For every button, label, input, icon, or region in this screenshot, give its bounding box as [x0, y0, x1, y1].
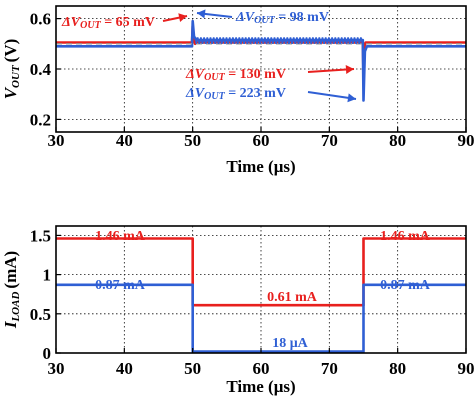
x-tick-label: 30: [48, 131, 65, 150]
annotation-red-value: = 65 mV: [101, 15, 155, 30]
y-tick-label: 0.2: [30, 110, 51, 129]
x-tick-label: 80: [389, 359, 406, 378]
x-tick-label: 70: [321, 131, 338, 150]
x-tick-label: 90: [458, 359, 474, 378]
data-label-blue: 18 μA: [272, 336, 308, 351]
y-tick-label: 1: [43, 266, 52, 285]
annotation-red-sub: OUT: [204, 72, 225, 83]
annotation-red-prefix: ΔV: [61, 15, 82, 30]
y-tick-label: 0.4: [30, 60, 52, 79]
x-tick-label: 50: [184, 131, 201, 150]
y-axis-label-unit: (V): [1, 39, 20, 63]
data-label-red: 1.46 mA: [95, 229, 146, 244]
y-tick-label: 0.6: [30, 10, 51, 29]
x-tick-label: 60: [253, 131, 270, 150]
annotation-red-prefix: ΔV: [185, 67, 206, 82]
y-tick-label: 0.5: [30, 305, 51, 324]
annotation-red: ΔVOUT = 65 mV: [61, 15, 155, 31]
arrow-shaft-blue: [307, 91, 357, 100]
x-tick-label: 90: [458, 131, 474, 150]
series-line-red: [56, 237, 466, 307]
annotation-blue: ΔVOUT = 223 mV: [185, 86, 286, 102]
series-line-blue: [56, 283, 466, 353]
arrow-head-red: [178, 13, 187, 22]
iload-panel: 30 40 50 60 70 80 90 0 0.5 1 1.5 Time (μs) ILOAD (mA)…: [1, 225, 474, 396]
y-axis-label: VOUT(V): [1, 39, 22, 100]
x-tick-label: 40: [116, 131, 133, 150]
y-axis-label-sub: LOAD: [10, 292, 22, 323]
annotation-blue: ΔVOUT = 98 mV: [235, 10, 329, 26]
y-axis-label-main: I: [1, 320, 20, 329]
x-tick-label: 50: [184, 359, 201, 378]
annotation-blue-value: = 223 mV: [225, 86, 286, 101]
y-tick-label: 0: [43, 344, 52, 363]
annotation-red-value: = 130 mV: [225, 67, 286, 82]
y-axis-label-main: V: [1, 86, 20, 99]
data-label-red: 0.61 mA: [267, 290, 318, 305]
x-tick-label: 60: [253, 359, 270, 378]
annotation-blue-value: = 98 mV: [275, 10, 329, 25]
annotation-blue-prefix: ΔV: [185, 86, 206, 101]
x-tick-label: 80: [389, 131, 406, 150]
x-axis-label: Time (μs): [226, 377, 295, 396]
x-axis-label: Time (μs): [226, 157, 295, 176]
x-tick-label: 40: [116, 359, 133, 378]
annotation-blue-sub: OUT: [204, 91, 225, 102]
ripple-trace: [195, 37, 364, 44]
data-label-red: 1.46 mA: [380, 229, 431, 244]
arrow-head-blue: [197, 9, 206, 19]
x-tick-label: 30: [48, 359, 65, 378]
data-label-blue: 0.87 mA: [380, 278, 431, 293]
annotation-red: ΔVOUT = 130 mV: [185, 67, 286, 83]
y-tick-label: 1.5: [30, 226, 51, 245]
annotation-blue-sub: OUT: [254, 15, 275, 26]
y-axis-label: ILOAD (mA): [1, 251, 22, 329]
arrow-head-blue: [347, 93, 356, 103]
y-axis-label-sub: OUT: [10, 64, 22, 88]
data-label-blue: 0.87 mA: [95, 278, 146, 293]
annotation-red-sub: OUT: [80, 20, 101, 31]
y-axis-label-unit: (mA): [1, 251, 20, 289]
arrow-head-red: [345, 65, 354, 74]
x-tick-label: 70: [321, 359, 338, 378]
annotation-blue-prefix: ΔV: [235, 10, 256, 25]
